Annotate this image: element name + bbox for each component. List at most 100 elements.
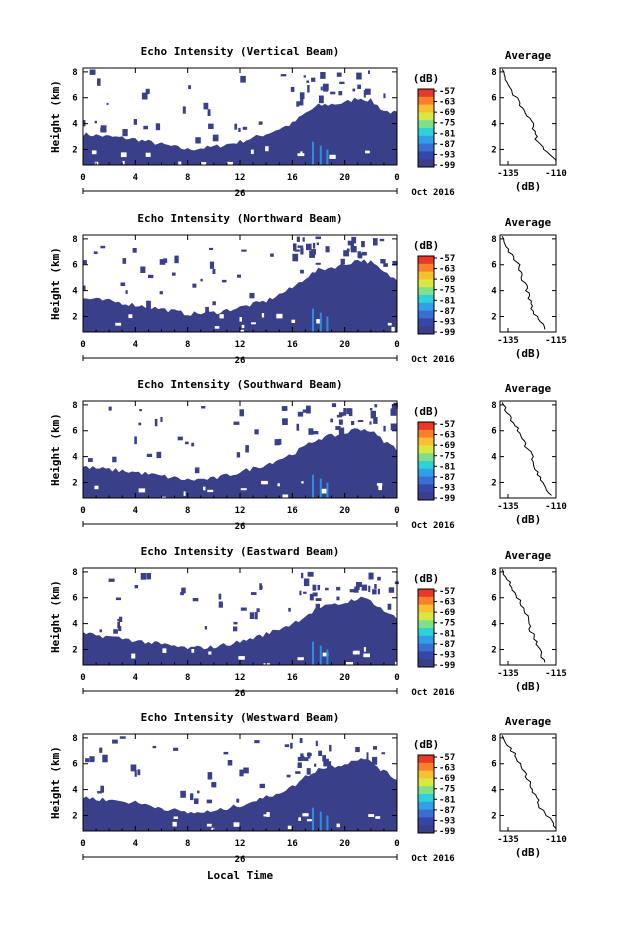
echo-patch: [239, 769, 244, 777]
echo-patch: [307, 571, 314, 577]
echo-patch: [312, 584, 317, 591]
echo-patch: [119, 616, 123, 622]
echo-gap: [131, 653, 136, 659]
echo-patch: [99, 629, 103, 633]
echo-patch: [336, 72, 342, 77]
echo-patch: [245, 445, 249, 453]
echo-patch: [361, 584, 368, 591]
x-tick-label: 12: [235, 673, 246, 683]
echo-patch: [97, 791, 102, 794]
day-label: 26: [235, 189, 246, 199]
echo-gap: [203, 486, 206, 491]
echo-patch: [146, 453, 153, 457]
colorbar-tick-label: -93: [439, 650, 455, 660]
colorbar-segment: [418, 318, 434, 327]
echo-patch: [118, 626, 122, 632]
echo-patch: [373, 238, 378, 246]
echo-patch: [251, 592, 257, 595]
echo-patch: [134, 436, 137, 445]
y-tick-label: 4: [72, 120, 78, 130]
average-x-tick-label: -135: [497, 835, 519, 845]
echo-patch: [315, 740, 318, 747]
y-tick-label: 2: [72, 645, 77, 655]
echo-patch: [139, 409, 142, 412]
echo-patch: [315, 262, 321, 265]
echo-patch: [106, 102, 109, 105]
echo-patch: [108, 406, 112, 411]
average-x-tick-label: -135: [497, 336, 519, 346]
echo-patch: [239, 409, 244, 417]
colorbar-tick-label: -87: [439, 806, 455, 816]
echo-patch: [300, 98, 304, 106]
echo-patch: [311, 77, 316, 82]
y-tick-label: 8: [72, 568, 77, 578]
date-label: Oct 2016: [411, 355, 454, 365]
y-tick-label: 8: [72, 401, 77, 411]
echo-patch: [380, 259, 386, 264]
colorbar-segment: [418, 128, 434, 137]
x-tick-label: 16: [287, 506, 298, 516]
colorbar-tick-label: -93: [439, 483, 455, 493]
average-title: Average: [505, 382, 552, 395]
echo-patch: [204, 626, 207, 630]
colorbar-segment: [418, 778, 434, 787]
colorbar-segment: [418, 620, 434, 629]
echo-gap: [115, 322, 122, 326]
x-tick-label: 16: [287, 839, 298, 849]
echo-patch: [209, 247, 214, 250]
echo-patch: [297, 756, 302, 762]
average-y-tick-label: 8: [491, 734, 496, 744]
echo-gap: [219, 314, 224, 319]
echo-patch: [369, 421, 372, 425]
colorbar-tick-label: -75: [439, 286, 455, 296]
colorbar-tick-label: -99: [439, 661, 455, 671]
colorbar-segment: [418, 484, 434, 493]
echo-gap: [145, 152, 151, 157]
echo-patch: [366, 752, 369, 760]
echo-gap: [378, 485, 382, 491]
echo-patch: [383, 263, 388, 267]
average-y-tick-label: 4: [491, 453, 497, 463]
date-label: Oct 2016: [411, 188, 454, 198]
echo-gap: [162, 648, 167, 653]
average-profile-line: [501, 735, 557, 829]
echo-patch: [227, 760, 233, 766]
x-tick-label: 20: [339, 839, 350, 849]
colorbar-segment: [418, 256, 434, 265]
colorbar-segment: [418, 437, 434, 446]
average-y-tick-label: 4: [491, 786, 497, 796]
echo-gap: [160, 496, 166, 501]
colorbar-segment: [418, 801, 434, 811]
echo-patch: [141, 92, 148, 100]
echo-patch: [299, 92, 305, 100]
echo-patch: [209, 261, 215, 269]
average-x-tick-label: -115: [545, 336, 567, 346]
echo-patch: [132, 248, 137, 253]
colorbar-segment: [418, 287, 434, 296]
panel-title: Echo Intensity (Northward Beam): [137, 212, 342, 225]
echo-patch: [160, 417, 163, 423]
echo-patch: [194, 798, 199, 804]
echo-patch: [233, 621, 238, 625]
x-tick-label: 8: [185, 506, 190, 516]
echo-patch: [206, 799, 212, 804]
local-time-label: Local Time: [207, 869, 274, 882]
day-label: 26: [235, 689, 246, 699]
y-tick-label: 6: [72, 427, 77, 437]
echo-patch: [237, 274, 241, 278]
echo-gap: [201, 162, 207, 166]
colorbar-tick-label: -63: [439, 265, 455, 275]
y-axis-label: Height (km): [49, 247, 62, 320]
echo-gap: [238, 656, 245, 660]
colorbar-tick-label: -57: [439, 753, 455, 763]
panel-title: Echo Intensity (Southward Beam): [137, 378, 342, 391]
echo-patch: [381, 752, 386, 755]
average-profile-line: [501, 69, 557, 163]
echo-region: [83, 259, 397, 332]
echo-patch: [284, 744, 290, 748]
echo-gap: [265, 146, 269, 152]
echo-gap: [368, 814, 375, 817]
echo-patch: [282, 418, 288, 425]
average-y-tick-label: 2: [491, 478, 496, 488]
colorbar-segment: [418, 302, 434, 312]
